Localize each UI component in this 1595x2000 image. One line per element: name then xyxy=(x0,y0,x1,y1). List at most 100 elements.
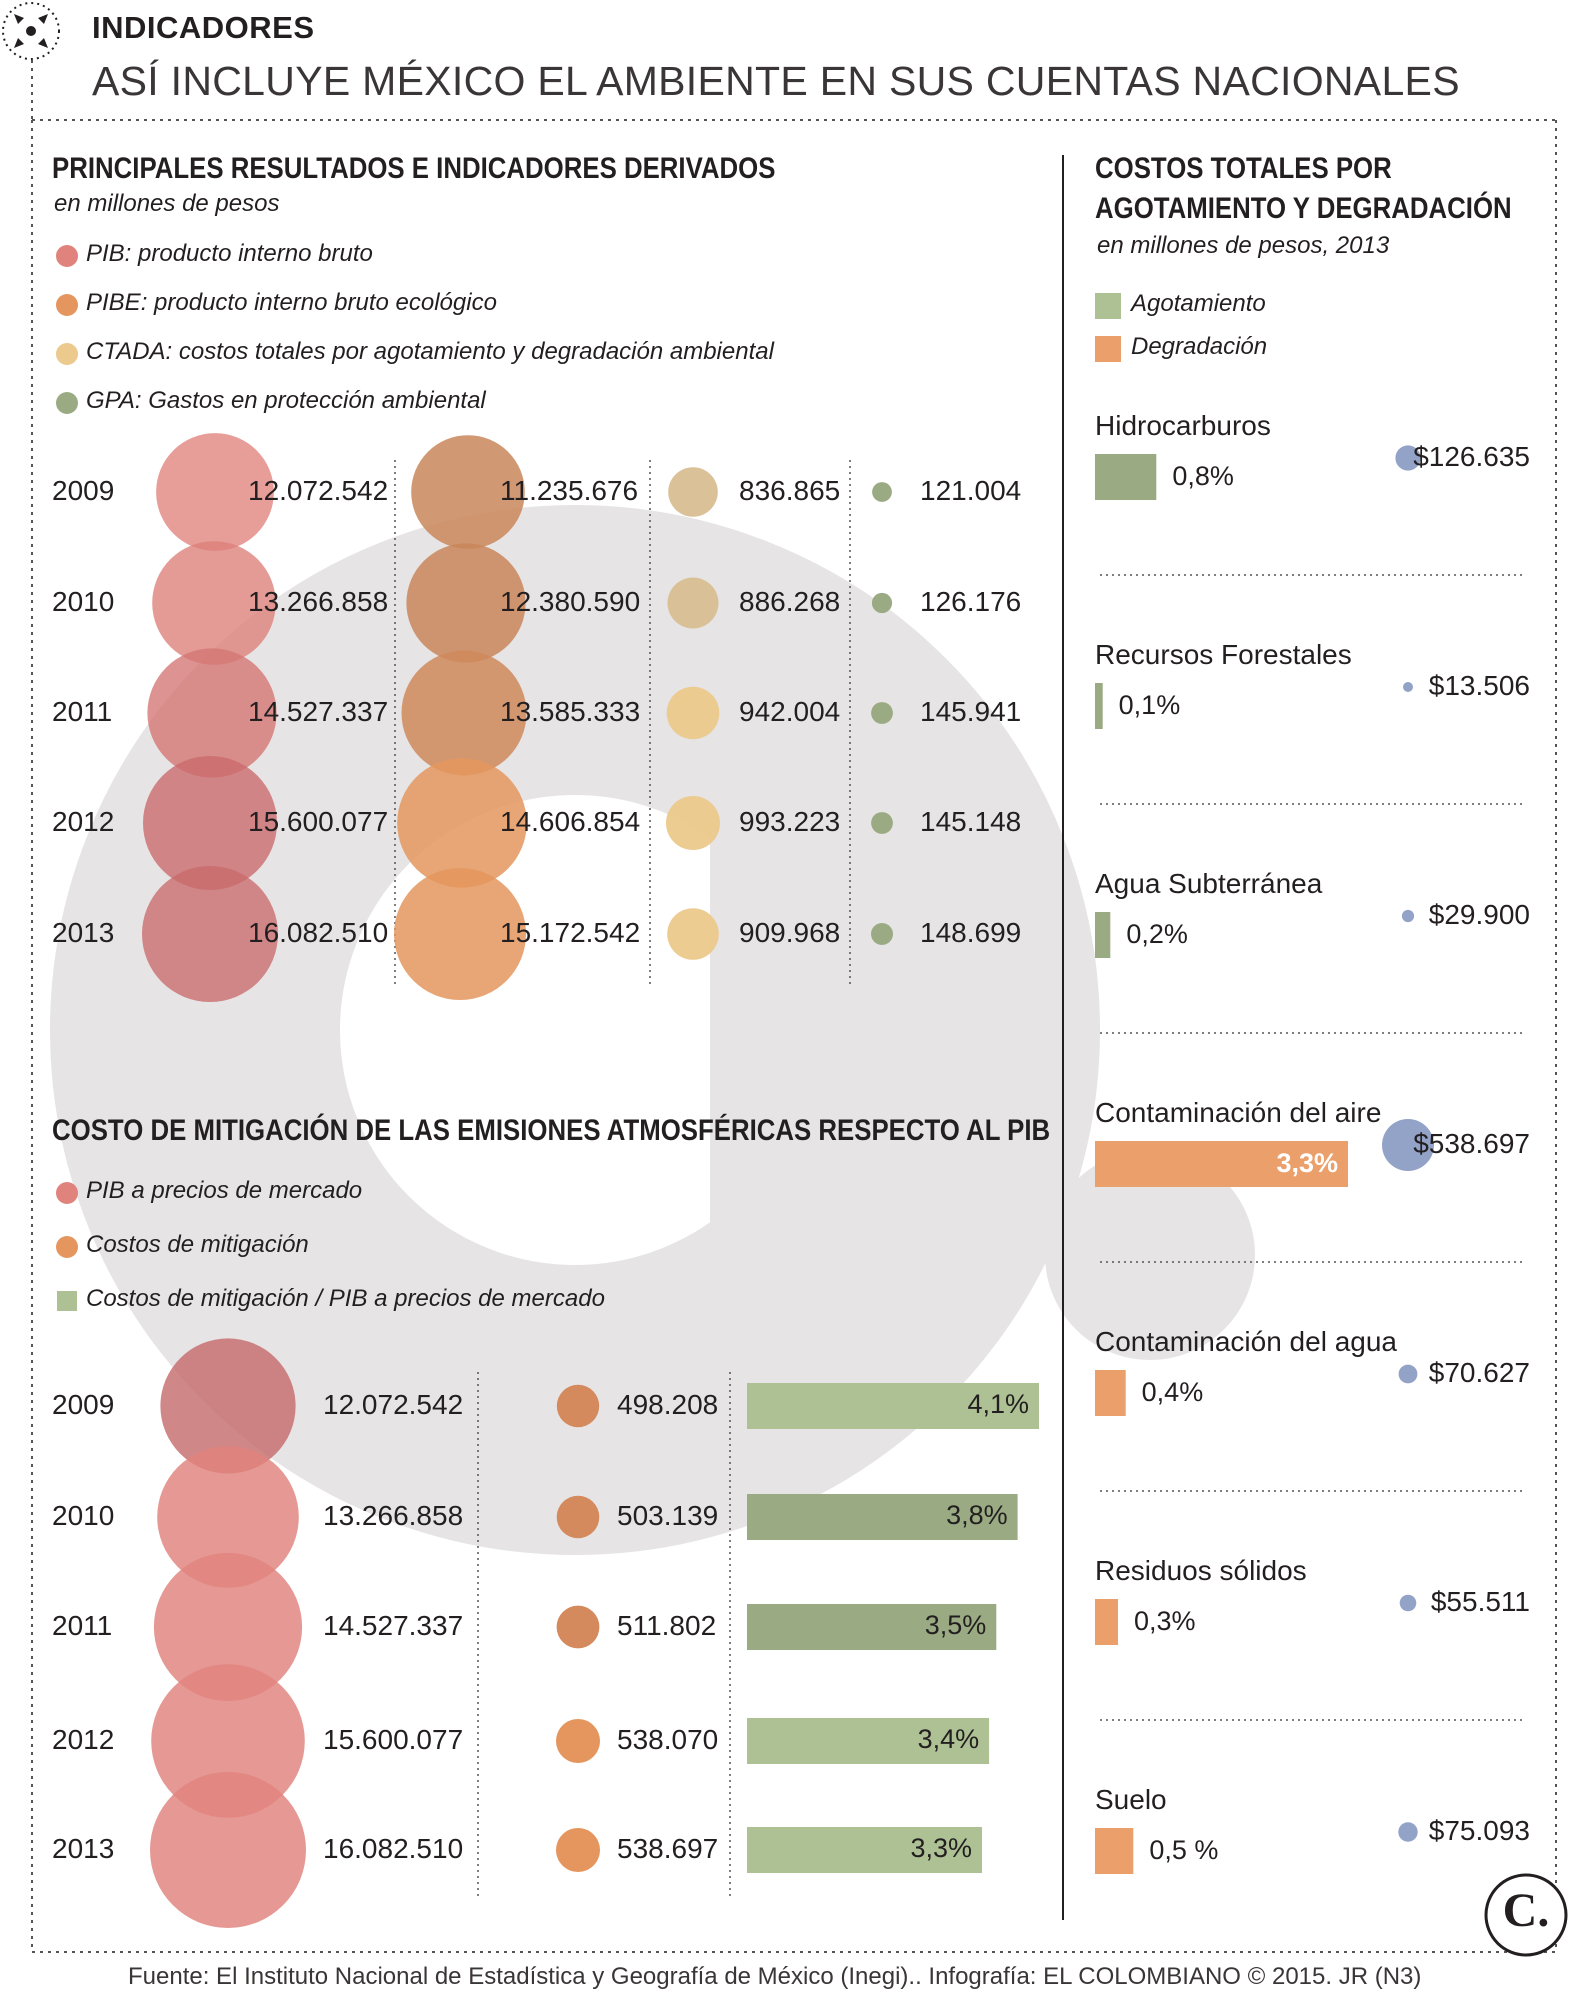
bubble-pibe-2010 xyxy=(406,543,526,663)
category-4: Contaminación del agua xyxy=(1095,1326,1397,1357)
bar-ratio-2012 xyxy=(747,1718,990,1764)
year-label-top-2010: 2010 xyxy=(52,586,115,617)
bubble-pibe-2013 xyxy=(394,868,526,1000)
bubble-mitigacion-2010 xyxy=(556,1495,600,1539)
bubble-pibe-2011 xyxy=(401,650,527,776)
value-ratio-2013: 3,3% xyxy=(910,1833,973,1863)
money-label-5: $55.511 xyxy=(1430,1586,1530,1617)
year-label-bot-2009: 2009 xyxy=(52,1389,115,1420)
bar-ratio-2009 xyxy=(747,1383,1039,1429)
bubble-ctada-2011 xyxy=(666,686,720,740)
section-subtitle-costos: en millones de pesos, 2013 xyxy=(1097,232,1390,259)
bubble-pib-2009 xyxy=(156,433,274,551)
legend-square-ratio xyxy=(57,1291,77,1311)
value-gpa-2013: 148.699 xyxy=(920,917,1022,948)
legend-mitigacion: Costos de mitigación xyxy=(86,1231,309,1258)
value-ctada-2009: 836.865 xyxy=(739,475,841,506)
category-0: Hidrocarburos xyxy=(1095,410,1271,441)
value-ratio-2011: 3,5% xyxy=(924,1610,987,1640)
value-pib-mercado-2013: 16.082.510 xyxy=(323,1833,464,1864)
value-ctada-2011: 942.004 xyxy=(739,696,841,727)
year-label-top-2012: 2012 xyxy=(52,806,115,837)
bubble-pib-2013 xyxy=(142,866,278,1002)
pct-label-0: 0,8% xyxy=(1172,461,1234,491)
bubble-value-1 xyxy=(1403,682,1413,692)
category-3: Contaminación del aire xyxy=(1095,1097,1382,1128)
bubble-pib-mercado-2010 xyxy=(157,1446,299,1588)
bubble-gpa-2011 xyxy=(871,702,893,724)
bubble-gpa-2013 xyxy=(871,923,893,945)
watermark-dot xyxy=(1045,1150,1255,1360)
bubble-pib-mercado-2011 xyxy=(153,1552,303,1702)
section-subtitle-principales: en millones de pesos xyxy=(54,190,280,217)
year-label-top-2011: 2011 xyxy=(52,696,113,727)
bar-ratio-2010 xyxy=(747,1494,1018,1540)
value-pibe-2013: 15.172.542 xyxy=(500,917,641,948)
bar-pct-1 xyxy=(1095,683,1103,729)
value-ratio-2012: 3,4% xyxy=(917,1724,980,1754)
value-gpa-2012: 145.148 xyxy=(920,806,1022,837)
bubble-value-3 xyxy=(1382,1119,1434,1171)
bar-ratio-2013 xyxy=(747,1827,982,1873)
bubble-ctada-2010 xyxy=(667,577,719,629)
legend-dot-ctada xyxy=(56,343,78,365)
bar-ratio-2011 xyxy=(747,1604,997,1650)
money-label-2: $29.900 xyxy=(1428,899,1530,930)
year-label-bot-2012: 2012 xyxy=(52,1724,115,1755)
section-title-mitigacion: COSTO DE MITIGACIÓN DE LAS EMISIONES ATM… xyxy=(52,1114,1051,1147)
money-label-0: $126.635 xyxy=(1413,441,1530,472)
legend-square-degradacion xyxy=(1095,336,1121,362)
legend-degradacion: Degradación xyxy=(1131,333,1268,360)
pct-label-6: 0,5 % xyxy=(1149,1835,1219,1865)
bubble-value-2 xyxy=(1401,909,1415,923)
bubble-mitigacion-2013 xyxy=(556,1828,600,1872)
legend-gpa: GPA: Gastos en protección ambiental xyxy=(86,387,486,414)
value-pibe-2010: 12.380.590 xyxy=(500,586,641,617)
legend-ratio: Costos de mitigación / PIB a precios de … xyxy=(86,1285,605,1312)
category-2: Agua Subterránea xyxy=(1095,868,1323,899)
bubble-pib-2010 xyxy=(152,541,276,665)
bubble-pibe-2012 xyxy=(397,758,527,888)
bubble-ctada-2013 xyxy=(667,908,719,960)
category-1: Recursos Forestales xyxy=(1095,639,1352,670)
value-pib-2009: 12.072.542 xyxy=(248,475,389,506)
money-label-6: $75.093 xyxy=(1428,1815,1530,1846)
bubble-mitigacion-2011 xyxy=(556,1605,600,1649)
bar-pct-3 xyxy=(1095,1141,1348,1187)
legend-ctada: CTADA: costos totales por agotamiento y … xyxy=(86,338,774,365)
value-pib-2011: 14.527.337 xyxy=(248,696,389,727)
value-ctada-2010: 886.268 xyxy=(739,586,841,617)
year-label-top-2009: 2009 xyxy=(52,475,115,506)
bubble-mitigacion-2012 xyxy=(556,1719,600,1763)
money-label-1: $13.506 xyxy=(1428,670,1530,701)
legend-dot-mitigacion xyxy=(56,1236,78,1258)
header-kicker: INDICADORES xyxy=(92,10,315,45)
legend-dot-pibe xyxy=(56,294,78,316)
bubble-pib-2012 xyxy=(143,756,277,890)
value-pibe-2012: 14.606.854 xyxy=(500,806,641,837)
value-pib-mercado-2012: 15.600.077 xyxy=(323,1724,464,1755)
bubble-ctada-2012 xyxy=(666,796,720,850)
value-pib-mercado-2010: 13.266.858 xyxy=(323,1500,464,1531)
section-title-principales: PRINCIPALES RESULTADOS E INDICADORES DER… xyxy=(52,152,776,185)
bubble-value-4 xyxy=(1398,1364,1418,1384)
bubble-pib-2011 xyxy=(147,648,277,778)
value-pib-mercado-2009: 12.072.542 xyxy=(323,1389,464,1420)
value-mitigacion-2009: 498.208 xyxy=(617,1389,719,1420)
year-label-bot-2010: 2010 xyxy=(52,1500,115,1531)
value-ctada-2013: 909.968 xyxy=(739,917,841,948)
legend-pib: PIB: producto interno bruto xyxy=(86,240,373,267)
footer-logo-text: C. xyxy=(1502,1884,1550,1937)
category-5: Residuos sólidos xyxy=(1095,1555,1307,1586)
pct-label-2: 0,2% xyxy=(1126,919,1188,949)
value-gpa-2009: 121.004 xyxy=(920,475,1022,506)
bar-pct-4 xyxy=(1095,1370,1126,1416)
section-title-costos-line2: AGOTAMIENTO Y DEGRADACIÓN xyxy=(1095,192,1512,225)
year-label-top-2013: 2013 xyxy=(52,917,115,948)
legend-pibe: PIBE: producto interno bruto ecológico xyxy=(86,289,497,316)
bubble-ctada-2009 xyxy=(668,467,718,517)
value-mitigacion-2011: 511.802 xyxy=(617,1610,717,1641)
bar-pct-6 xyxy=(1095,1828,1134,1874)
value-ctada-2012: 993.223 xyxy=(739,806,841,837)
money-label-4: $70.627 xyxy=(1428,1357,1530,1388)
